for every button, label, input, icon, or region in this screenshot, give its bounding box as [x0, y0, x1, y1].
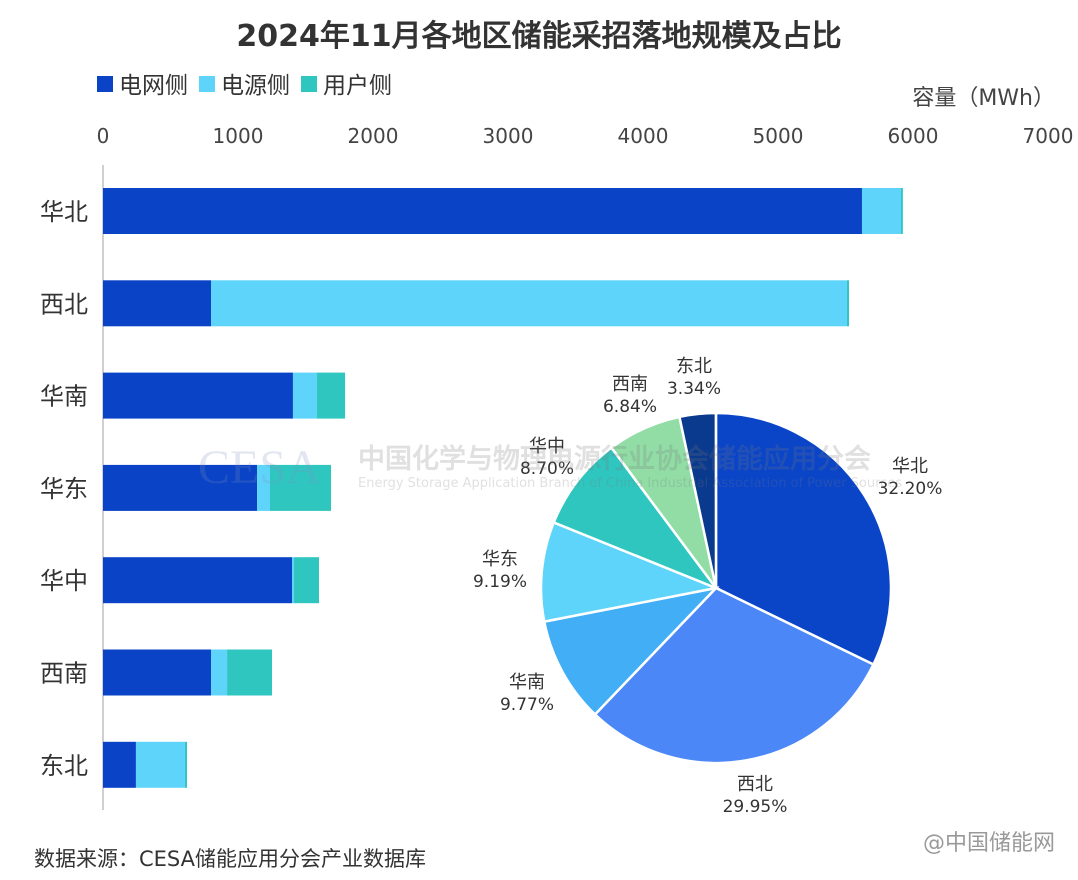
- bars: [103, 188, 903, 788]
- x-tick-label: 5000: [753, 124, 804, 148]
- pie-value-label: 29.95%: [723, 797, 788, 817]
- legend-label: 用户侧: [323, 73, 392, 99]
- category-label: 东北: [40, 752, 88, 780]
- pie-label: 东北: [676, 356, 712, 377]
- pie-value-label: 8.70%: [520, 459, 574, 479]
- x-tick-label: 0: [97, 124, 110, 148]
- bar-segment: [846, 280, 850, 327]
- bar-segment: [316, 372, 346, 419]
- pie-slice: [542, 586, 720, 717]
- x-axis-label: 容量（MWh）: [912, 86, 1055, 111]
- watermark-logo: CESA: [198, 441, 321, 494]
- legend-swatch: [199, 76, 215, 92]
- pie-slice: [677, 411, 718, 589]
- bar-segment: [103, 188, 862, 234]
- x-tick-label: 6000: [888, 124, 939, 148]
- pie-value-label: 3.34%: [667, 379, 721, 399]
- bar-segment: [103, 649, 211, 696]
- pie-value-label: 6.84%: [603, 397, 657, 417]
- bar-segment: [861, 188, 901, 234]
- chart-title: 2024年11月各地区储能采招落地规模及占比: [236, 19, 841, 54]
- bar-segment: [211, 280, 847, 327]
- pie-label: 华南: [509, 672, 545, 693]
- x-tick-label: 7000: [1023, 124, 1074, 148]
- bar-segment: [294, 557, 319, 604]
- bar-segment: [227, 649, 273, 696]
- bar-segment: [103, 464, 258, 511]
- category-label: 华南: [40, 383, 88, 411]
- category-label: 西南: [40, 660, 88, 688]
- category-label: 华中: [40, 567, 88, 595]
- pie-value-label: 32.20%: [878, 479, 943, 499]
- bar-segment: [211, 649, 228, 696]
- watermark: CESA 中国化学与物理电源行业协会储能应用分会 Energy Storage …: [198, 441, 902, 494]
- pie-slice: [539, 520, 721, 624]
- category-label: 西北: [40, 290, 88, 318]
- x-axis-ticks: 0 1000 2000 3000 4000 5000 6000 7000: [97, 124, 1074, 148]
- bar-segment: [292, 557, 295, 604]
- watermark-org-cn: 中国化学与物理电源行业协会储能应用分会: [358, 443, 871, 475]
- x-tick-label: 3000: [483, 124, 534, 148]
- legend-label: 电网侧: [119, 73, 188, 99]
- legend-swatch: [301, 76, 317, 92]
- bar-segment: [292, 372, 317, 419]
- category-label: 华北: [40, 198, 88, 226]
- bar-segment: [103, 741, 136, 788]
- bar-segment: [135, 741, 185, 788]
- bar-segment: [103, 557, 292, 604]
- pie-label: 西北: [737, 774, 773, 795]
- bar-segment: [269, 464, 332, 511]
- bar-segment: [103, 280, 211, 327]
- bar-segment: [184, 741, 187, 788]
- legend-swatch: [97, 76, 113, 92]
- watermark-org-en: Energy Storage Application Branch of Chi…: [358, 476, 902, 491]
- pie-label: 华北: [892, 456, 928, 477]
- pie-label: 西南: [612, 374, 648, 395]
- legend-label: 电源侧: [221, 73, 290, 99]
- bar-segment: [103, 372, 293, 419]
- pie-slice: [714, 411, 893, 667]
- pie-slice: [552, 445, 720, 591]
- x-tick-label: 2000: [348, 124, 399, 148]
- x-tick-label: 4000: [618, 124, 669, 148]
- pie-slice: [593, 586, 876, 765]
- pie-value-label: 9.19%: [473, 572, 527, 592]
- bar-segment: [900, 188, 903, 234]
- legend: 电网侧 电源侧 用户侧: [97, 73, 392, 99]
- pie-label: 华中: [529, 436, 565, 457]
- category-label: 华东: [40, 475, 88, 503]
- pie-label: 华东: [482, 549, 518, 570]
- corner-watermark: @中国储能网: [923, 831, 1055, 856]
- x-tick-label: 1000: [213, 124, 264, 148]
- bar-segment: [257, 464, 270, 511]
- pie-value-label: 9.77%: [500, 695, 554, 715]
- source-note: 数据来源：CESA储能应用分会产业数据库: [34, 847, 426, 871]
